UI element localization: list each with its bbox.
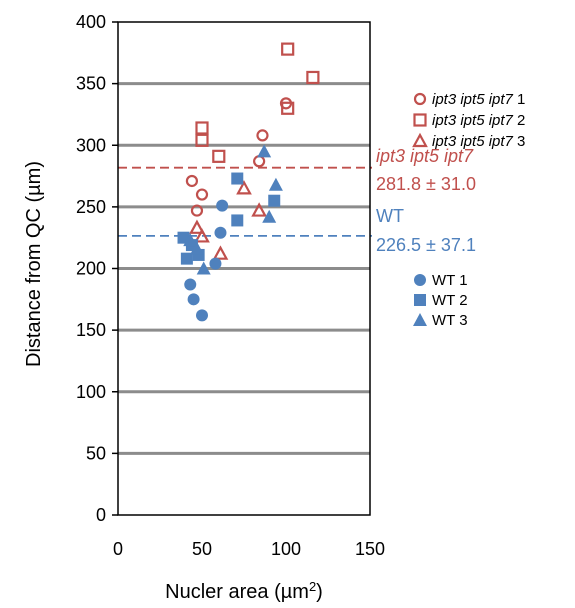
legend-marker-open-circle [413, 92, 427, 106]
point-circle-open [190, 204, 204, 217]
x-tick-label: 150 [355, 539, 385, 559]
grid-lines [118, 82, 370, 455]
point-square-filled [231, 214, 244, 227]
data-points [177, 42, 320, 322]
svg-text:WT 1: WT 1 [432, 272, 468, 289]
wt-mean-label: WT [376, 206, 404, 226]
point-circle-open [185, 174, 199, 188]
point-triangle-filled [183, 233, 198, 247]
point-circle-filled [196, 309, 208, 322]
point-circle-open [253, 155, 266, 168]
legend: ipt3 ipt5 ipt7 1 ipt3 ipt5 ipt7 2 ipt3 i… [412, 91, 525, 329]
point-triangle-open [212, 245, 229, 260]
x-tick-label: 50 [192, 539, 212, 559]
point-square-open [212, 149, 226, 163]
legend-item-mutant-3: ipt3 ipt5 ipt7 3 [412, 132, 525, 150]
legend-marker-open-square [413, 113, 427, 127]
x-tick-label: 100 [271, 539, 301, 559]
y-axis-title: Distance from QC (µm) [23, 161, 45, 367]
point-triangle-filled [257, 144, 272, 158]
point-circle-filled [209, 257, 222, 270]
y-tick-label: 50 [86, 443, 106, 463]
legend-item-wt-1: WT 1 [414, 272, 468, 289]
point-square-filled [231, 172, 244, 185]
svg-text:ipt3 ipt5 ipt7 3: ipt3 ipt5 ipt7 3 [432, 133, 525, 150]
mutant-mean-label: ipt3 ipt5 ipt7 [376, 146, 474, 166]
legend-marker-open-triangle [412, 132, 428, 148]
point-circle-filled [184, 278, 197, 291]
x-axis-title: Nucler area (µm2) [165, 579, 323, 604]
y-tick-label: 100 [76, 382, 106, 402]
y-tick-label: 150 [76, 320, 106, 340]
point-square-filled [268, 194, 281, 207]
point-triangle-filled [262, 209, 277, 223]
legend-marker-filled-square [414, 294, 426, 306]
point-square-open [281, 101, 295, 115]
legend-marker [413, 113, 427, 127]
x-tick-labels: 0 50 100 150 [113, 539, 385, 559]
point-square-open [195, 133, 209, 147]
svg-text:WT 2: WT 2 [432, 292, 468, 309]
mean-lines [118, 166, 372, 237]
legend-marker [412, 132, 428, 148]
y-tick-labels: 0 50 100 150 200 250 300 350 400 [76, 12, 118, 525]
mutant-mean-annotation: ipt3 ipt5 ipt7 281.8 ± 31.0 [376, 146, 476, 194]
mutant-mean-value: 281.8 ± 31.0 [376, 174, 476, 194]
point-circle-filled [187, 293, 200, 306]
legend-item-mutant-2: ipt3 ipt5 ipt7 2 [413, 112, 525, 129]
point-triangle-filled [268, 177, 283, 191]
point-circle-open [256, 129, 269, 142]
legend-marker [414, 274, 426, 286]
point-circle-open [195, 188, 209, 201]
y-tick-label: 300 [76, 135, 106, 155]
svg-text:ipt3 ipt5 ipt7 2: ipt3 ipt5 ipt7 2 [432, 112, 525, 129]
legend-item-wt-2: WT 2 [414, 292, 468, 309]
point-triangle-open [189, 219, 205, 234]
legend-marker-filled-triangle [413, 313, 427, 326]
y-tick-label: 0 [96, 505, 106, 525]
point-triangle-filled [196, 261, 211, 275]
point-triangle-open [236, 180, 252, 195]
legend-item-mutant-1: ipt3 ipt5 ipt7 1 [413, 91, 525, 108]
legend-marker [413, 313, 427, 326]
y-tick-label: 350 [76, 74, 106, 94]
point-circle-filled [214, 226, 227, 239]
legend-marker-filled-circle [414, 274, 426, 286]
svg-text:ipt3 ipt5 ipt7 1: ipt3 ipt5 ipt7 1 [432, 91, 525, 108]
point-square-open [195, 121, 209, 135]
y-tick-label: 200 [76, 259, 106, 279]
legend-item-wt-3: WT 3 [413, 312, 468, 329]
y-tick-label: 250 [76, 197, 106, 217]
wt-mean-annotation: WT 226.5 ± 37.1 [376, 206, 476, 255]
svg-text:WT 3: WT 3 [432, 312, 468, 329]
point-square-open [281, 42, 295, 56]
point-triangle-open [251, 202, 267, 217]
legend-marker [413, 92, 427, 106]
svg-text:ipt3 ipt5 ipt7: ipt3 ipt5 ipt7 [376, 146, 474, 166]
point-triangle-filled [189, 241, 204, 255]
y-tick-label: 400 [76, 12, 106, 32]
point-circle-filled [216, 199, 229, 212]
x-tick-label: 0 [113, 539, 123, 559]
point-square-open [306, 70, 320, 85]
point-square-filled [180, 252, 193, 265]
point-triangle-open [194, 228, 210, 243]
legend-marker [414, 294, 426, 306]
wt-mean-value: 226.5 ± 37.1 [376, 235, 476, 255]
